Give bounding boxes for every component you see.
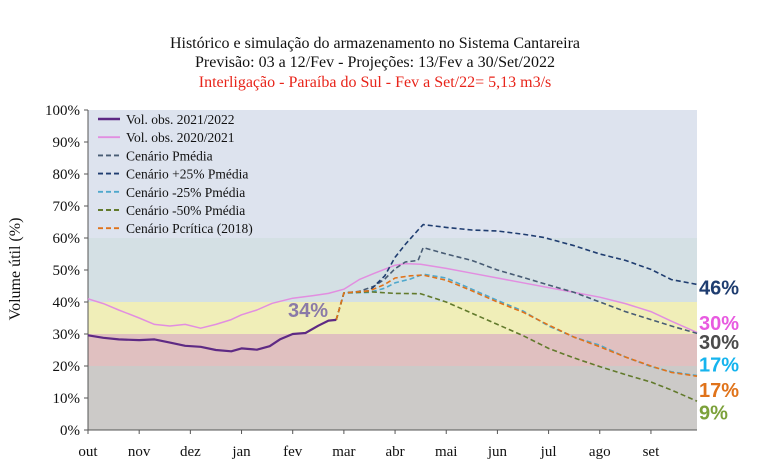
legend-label: Cenário -25% Pmédia bbox=[126, 185, 245, 200]
series-line bbox=[87, 318, 337, 353]
y-tick-label: 90% bbox=[53, 135, 81, 151]
value-annotation: 17% bbox=[699, 354, 739, 376]
x-tick-label: mai bbox=[435, 444, 458, 460]
y-tick-label: 70% bbox=[53, 199, 81, 215]
x-tick-label: mar bbox=[332, 444, 355, 460]
legend-label: Cenário Pmédia bbox=[126, 148, 213, 163]
y-tick-label: 60% bbox=[53, 231, 81, 247]
y-axis: 0% 10% 20% 30% 40% 50% 60% 70% 80% 90% 100% bbox=[45, 103, 88, 439]
y-tick-label: 30% bbox=[53, 327, 81, 343]
value-annotation: 46% bbox=[699, 278, 739, 300]
y-tick-label: 40% bbox=[53, 295, 81, 311]
x-tick-label: jan bbox=[231, 444, 251, 460]
title-line-1: Histórico e simulação do armazenamento n… bbox=[170, 35, 580, 52]
series-line bbox=[335, 223, 698, 321]
series-line bbox=[335, 246, 698, 335]
band-20-30 bbox=[88, 334, 697, 366]
background-bands bbox=[88, 110, 697, 430]
y-tick-label: 10% bbox=[53, 391, 81, 407]
x-tick-label: abr bbox=[385, 444, 404, 460]
chart-title: Histórico e simulação do armazenamento n… bbox=[170, 35, 580, 91]
value-annotation: 34% bbox=[288, 300, 328, 322]
title-line-3: Interligação - Paraíba do Sul - Fev a Se… bbox=[199, 74, 552, 91]
x-tick-label: fev bbox=[283, 444, 303, 460]
x-tick-label: nov bbox=[128, 444, 151, 460]
y-tick-label: 100% bbox=[45, 103, 80, 119]
x-tick-label: jun bbox=[487, 444, 508, 460]
x-tick-label: set bbox=[643, 444, 660, 460]
value-annotation: 9% bbox=[699, 402, 728, 424]
series-line bbox=[335, 291, 698, 402]
series-line bbox=[335, 273, 698, 377]
series-line bbox=[335, 274, 698, 377]
y-tick-label: 50% bbox=[53, 263, 81, 279]
legend-label: Vol. obs. 2020/2021 bbox=[126, 130, 235, 145]
band-40-60 bbox=[88, 238, 697, 302]
y-tick-label: 80% bbox=[53, 167, 81, 183]
x-tick-label: dez bbox=[180, 444, 201, 460]
x-tick-label: out bbox=[78, 444, 98, 460]
x-tick-label: ago bbox=[589, 444, 611, 460]
x-tick-label: jul bbox=[540, 444, 557, 460]
series-lines bbox=[87, 223, 698, 402]
x-axis: out nov dez jan fev mar abr mai jun jul ago set bbox=[78, 430, 660, 460]
value-annotation: 30% bbox=[699, 313, 739, 335]
y-tick-label: 0% bbox=[60, 423, 80, 439]
legend-label: Cenário Pcrítica (2018) bbox=[126, 221, 253, 236]
band-60-100 bbox=[88, 110, 697, 238]
value-annotation: 17% bbox=[699, 380, 739, 402]
legend-label: Vol. obs. 2021/2022 bbox=[126, 112, 235, 127]
legend-label: Cenário -50% Pmédia bbox=[126, 203, 245, 218]
y-axis-title: Volume útil (%) bbox=[7, 218, 24, 321]
title-line-2: Previsão: 03 a 12/Fev - Projeções: 13/Fe… bbox=[195, 54, 555, 71]
y-tick-label: 20% bbox=[53, 359, 81, 375]
legend-label: Cenário +25% Pmédia bbox=[126, 167, 248, 182]
series-line bbox=[87, 262, 698, 334]
legend: Vol. obs. 2021/2022 Vol. obs. 2020/2021 Ce… bbox=[98, 112, 253, 236]
band-30-40 bbox=[88, 302, 697, 334]
band-0-20 bbox=[88, 366, 697, 430]
annotations: 34%46%30%30%17%17%9% bbox=[288, 278, 739, 425]
value-annotation: 30% bbox=[699, 332, 739, 354]
